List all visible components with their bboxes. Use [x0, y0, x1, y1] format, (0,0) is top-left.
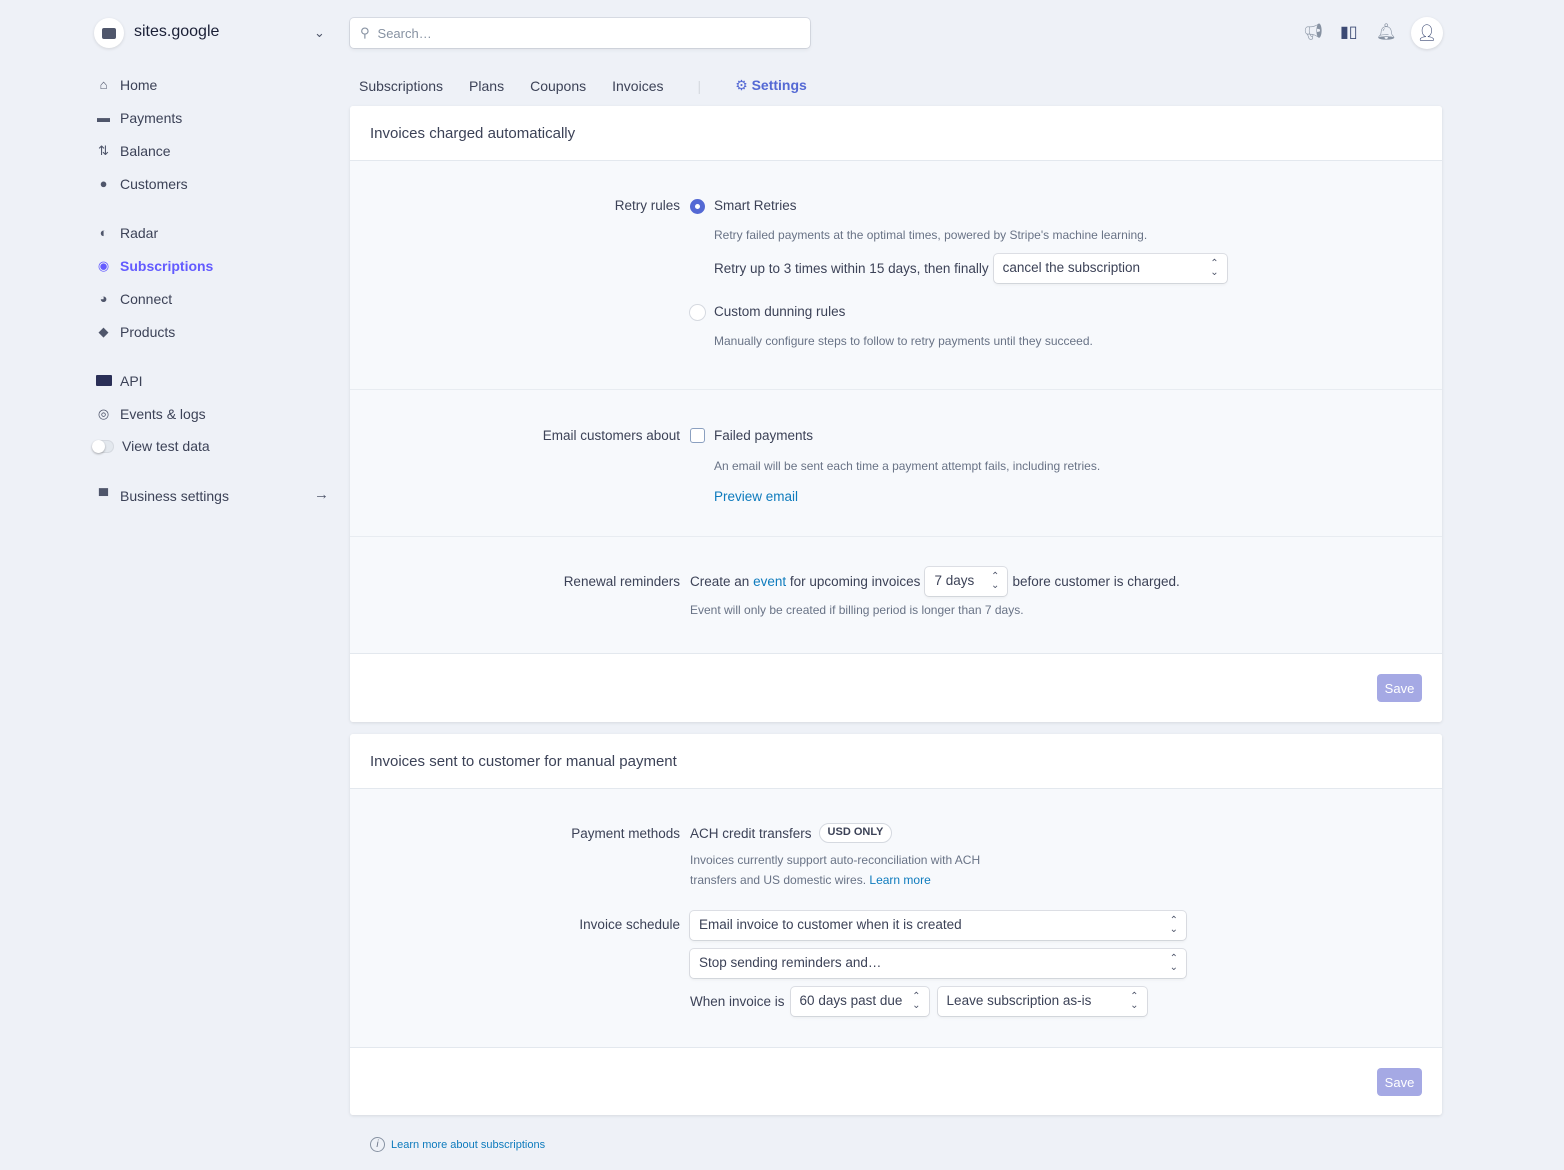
retry-rules-label: Retry rules — [614, 198, 680, 213]
sidebar-item-subscriptions[interactable]: ◉ Subscriptions — [95, 257, 214, 274]
connect-icon: ◕ — [99, 291, 108, 306]
tab-divider: | — [697, 77, 702, 94]
sidebar-item-payments[interactable]: ▬ Payments — [97, 109, 183, 126]
account-logo[interactable] — [94, 18, 124, 48]
card-title: Invoices sent to customer for manual pay… — [350, 734, 1442, 789]
arrow-right-icon[interactable]: → — [314, 486, 329, 503]
megaphone-icon[interactable]: 📢︎ — [1303, 24, 1324, 41]
preview-email-link[interactable]: Preview email — [714, 489, 799, 504]
when-invoice-text: When invoice is — [690, 994, 785, 1009]
smart-retries-desc: Retry failed payments at the optimal tim… — [714, 228, 1148, 242]
tab-settings[interactable]: ⚙ Settings — [735, 77, 807, 93]
renewal-reminders-label: Renewal reminders — [563, 574, 680, 589]
sidebar-item-business-settings[interactable]: ▀ Business settings — [95, 487, 229, 504]
renewal-row: Create an event for upcoming invoices 7 … — [690, 567, 1180, 596]
select-arrows-icon: ⌃ ⌄ — [912, 991, 921, 1011]
payments-icon: ▬ — [97, 110, 110, 125]
tab-plans[interactable]: Plans — [469, 77, 505, 94]
tab-bar: Subscriptions Plans Coupons Invoices | ⚙… — [359, 77, 807, 94]
reminder-select[interactable]: Stop sending reminders and… ⌃ ⌄ — [690, 949, 1186, 978]
select-arrows-icon: ⌃ ⌄ — [1169, 915, 1178, 935]
invoice-schedule-select[interactable]: Email invoice to customer when it is cre… — [690, 911, 1186, 940]
card-footer: Save — [350, 1047, 1442, 1115]
retry-final-action-select[interactable]: cancel the subscription ⌃ ⌄ — [993, 254, 1227, 283]
sidebar-item-home[interactable]: ⌂ Home — [95, 76, 158, 93]
payment-method-row: ACH credit transfers USD ONLY — [690, 823, 893, 843]
invoice-schedule-label: Invoice schedule — [579, 917, 680, 932]
usd-only-badge: USD ONLY — [818, 823, 893, 843]
sidebar-item-products[interactable]: ◆ Products — [95, 323, 176, 340]
custom-dunning-radio[interactable] — [690, 305, 705, 320]
renewal-post-text: before customer is charged. — [1012, 574, 1180, 589]
past-due-select[interactable]: 60 days past due ⌃ ⌄ — [790, 987, 929, 1016]
bell-icon[interactable]: 🔔︎ — [1376, 24, 1397, 41]
api-icon — [95, 372, 112, 389]
footer-help: i Learn more about subscriptions — [370, 1137, 545, 1152]
card-title: Invoices charged automatically — [350, 106, 1442, 161]
info-icon: i — [370, 1137, 385, 1152]
tab-coupons[interactable]: Coupons — [530, 77, 587, 94]
balance-icon: ⇅ — [98, 142, 109, 158]
search-input[interactable] — [377, 25, 778, 41]
custom-dunning-desc: Manually configure steps to follow to re… — [714, 334, 1093, 348]
payment-methods-desc: Invoices currently support auto-reconcil… — [690, 853, 981, 867]
sidebar-item-balance[interactable]: ⇅ Balance — [95, 142, 171, 159]
failed-payments-title: Failed payments — [714, 428, 814, 443]
business-icon: ▀ — [98, 488, 109, 503]
smart-retries-radio[interactable] — [690, 199, 705, 214]
manual-payment-card: Invoices sent to customer for manual pay… — [350, 734, 1442, 1115]
renewal-text: Create an event for upcoming invoices — [690, 574, 921, 589]
book-icon[interactable]: ▮▯ — [1340, 24, 1358, 41]
home-icon: ⌂ — [99, 77, 108, 92]
view-test-data-toggle[interactable]: View test data — [92, 438, 210, 454]
divider — [350, 536, 1442, 537]
gear-icon: ⚙ — [735, 77, 748, 93]
select-arrows-icon: ⌃ ⌄ — [1169, 953, 1178, 973]
sidebar-item-radar[interactable]: ◐ Radar — [95, 224, 159, 241]
sidebar-item-events[interactable]: ◎ Events & logs — [95, 405, 206, 422]
select-arrows-icon: ⌃ ⌄ — [1210, 258, 1219, 278]
retry-row: Retry up to 3 times within 15 days, then… — [714, 254, 1227, 283]
search-bar[interactable]: ⚲ — [350, 18, 810, 48]
toggle-icon[interactable] — [92, 439, 114, 453]
card-footer: Save — [350, 653, 1442, 722]
store-icon — [102, 27, 116, 39]
auto-charge-card: Invoices charged automatically Retry rul… — [350, 106, 1442, 722]
save-button[interactable]: Save — [1377, 1068, 1422, 1096]
tab-invoices[interactable]: Invoices — [612, 77, 664, 94]
renewal-days-select[interactable]: 7 days ⌃ ⌄ — [925, 567, 1008, 596]
avatar[interactable]: 👤︎ — [1411, 17, 1443, 49]
smart-retries-title: Smart Retries — [714, 198, 797, 213]
payment-methods-label: Payment methods — [571, 826, 680, 841]
renewal-desc: Event will only be created if billing pe… — [690, 603, 1024, 617]
email-customers-label: Email customers about — [542, 428, 680, 443]
event-link[interactable]: event — [753, 574, 787, 589]
account-name[interactable]: sites.google — [134, 23, 220, 40]
subscriptions-icon: ◉ — [97, 257, 110, 273]
tab-subscriptions[interactable]: Subscriptions — [359, 77, 444, 94]
select-arrows-icon: ⌃ ⌄ — [1130, 991, 1139, 1011]
radar-icon: ◐ — [99, 225, 108, 240]
sidebar-item-api[interactable]: API — [95, 372, 143, 389]
products-icon: ◆ — [98, 323, 109, 339]
when-invoice-row: When invoice is 60 days past due ⌃ ⌄ Leave… — [690, 987, 1147, 1016]
sidebar-item-connect[interactable]: ◕ Connect — [95, 290, 173, 307]
learn-more-link[interactable]: Learn more — [869, 873, 931, 887]
custom-dunning-title: Custom dunning rules — [714, 304, 846, 319]
save-button[interactable]: Save — [1377, 674, 1422, 702]
payment-method-value: ACH credit transfers — [690, 825, 812, 841]
chevron-down-icon[interactable]: ⌄ — [314, 25, 325, 40]
events-icon: ◎ — [97, 405, 110, 421]
select-arrows-icon: ⌃ ⌄ — [991, 571, 1000, 591]
divider — [350, 389, 1442, 390]
failed-payments-desc: An email will be sent each time a paymen… — [714, 459, 1101, 473]
customers-icon: ● — [99, 176, 108, 191]
learn-more-subscriptions-link[interactable]: Learn more about subscriptions — [391, 1138, 546, 1151]
sidebar-item-customers[interactable]: ● Customers — [95, 175, 188, 192]
search-icon: ⚲ — [360, 25, 370, 40]
retry-text: Retry up to 3 times within 15 days, then… — [714, 261, 989, 276]
payment-methods-desc-2: transfers and US domestic wires. Learn m… — [690, 873, 931, 887]
failed-payments-checkbox[interactable] — [690, 428, 705, 443]
subscription-action-select[interactable]: Leave subscription as-is ⌃ ⌄ — [937, 987, 1147, 1016]
